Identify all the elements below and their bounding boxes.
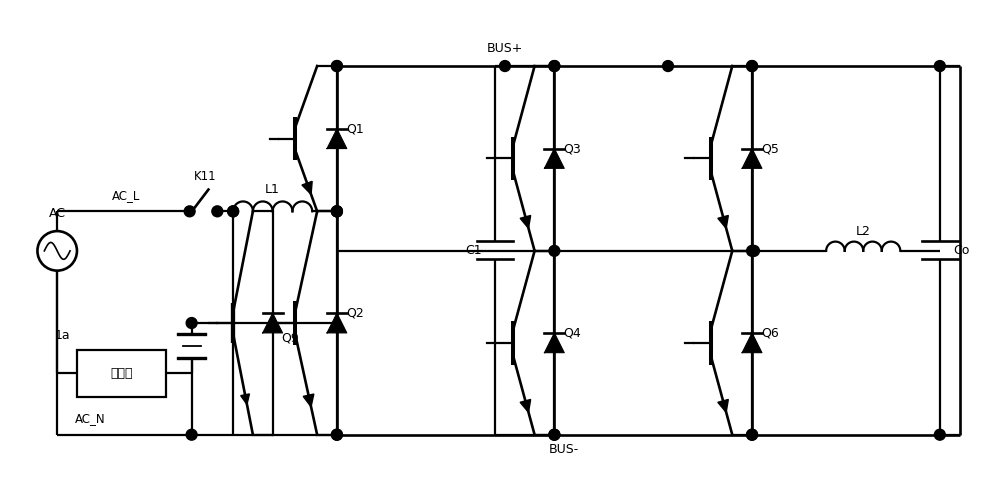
Polygon shape (718, 399, 728, 412)
Circle shape (331, 206, 342, 217)
Circle shape (549, 429, 560, 440)
Circle shape (549, 429, 560, 440)
Text: Q4: Q4 (563, 326, 581, 340)
Text: Q2: Q2 (346, 307, 364, 319)
Circle shape (747, 429, 757, 440)
Text: BUS+: BUS+ (487, 42, 523, 55)
Circle shape (549, 61, 560, 71)
Circle shape (228, 206, 239, 217)
Text: BUS-: BUS- (549, 443, 579, 456)
Circle shape (331, 206, 342, 217)
Text: AC_N: AC_N (75, 412, 105, 425)
Polygon shape (241, 394, 249, 404)
Polygon shape (303, 394, 314, 407)
Polygon shape (263, 313, 283, 333)
Circle shape (331, 61, 342, 71)
Circle shape (184, 206, 195, 217)
Bar (77, 350, 166, 397)
Circle shape (186, 318, 197, 329)
Circle shape (212, 206, 223, 217)
Circle shape (228, 206, 239, 217)
Text: K11: K11 (194, 170, 217, 183)
Text: C1: C1 (465, 244, 482, 257)
Circle shape (331, 206, 342, 217)
Text: Q5: Q5 (761, 142, 779, 155)
Polygon shape (718, 216, 728, 228)
Circle shape (747, 61, 757, 71)
Circle shape (331, 429, 342, 440)
Polygon shape (327, 129, 347, 148)
Text: Q1: Q1 (346, 122, 364, 135)
Text: L1: L1 (265, 183, 280, 196)
Text: Q9: Q9 (282, 331, 299, 344)
Text: AC: AC (49, 207, 66, 220)
Circle shape (663, 61, 673, 71)
Text: Q3: Q3 (563, 142, 581, 155)
Text: L2: L2 (856, 225, 871, 238)
Circle shape (186, 429, 197, 440)
Text: Q6: Q6 (761, 326, 779, 340)
Polygon shape (742, 148, 762, 168)
Circle shape (747, 61, 757, 71)
Polygon shape (520, 399, 531, 412)
Text: 充电器: 充电器 (110, 367, 133, 380)
Polygon shape (520, 216, 531, 228)
Circle shape (500, 61, 510, 71)
Circle shape (747, 245, 757, 256)
Polygon shape (327, 313, 347, 333)
Circle shape (934, 429, 945, 440)
Text: AC_L: AC_L (112, 189, 141, 202)
Polygon shape (742, 333, 762, 353)
Circle shape (549, 245, 560, 256)
Polygon shape (544, 148, 564, 168)
Circle shape (331, 61, 342, 71)
Text: Co: Co (953, 244, 970, 257)
Circle shape (747, 429, 757, 440)
Polygon shape (302, 182, 312, 194)
Circle shape (549, 61, 560, 71)
Text: 1a: 1a (54, 330, 70, 342)
Polygon shape (544, 333, 564, 353)
Circle shape (934, 61, 945, 71)
Circle shape (749, 245, 759, 256)
Circle shape (331, 429, 342, 440)
